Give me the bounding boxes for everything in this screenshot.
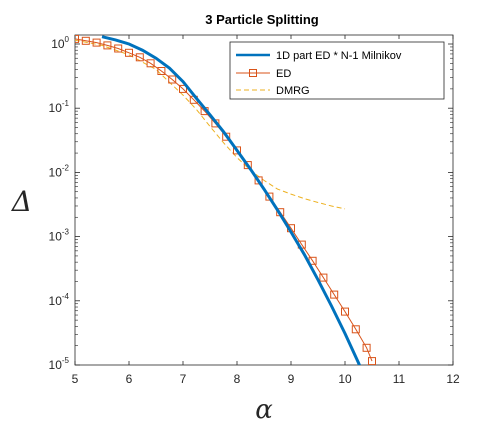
ed-point [368, 357, 376, 365]
ed-point [330, 290, 339, 299]
y-tick-label: 100 [51, 35, 69, 51]
y-axis-label: Δ [11, 185, 32, 218]
x-tick-label: 9 [288, 372, 295, 386]
ed-point [243, 161, 252, 170]
x-tick-label: 6 [126, 372, 133, 386]
ed-point [179, 84, 187, 93]
x-tick-label: 8 [234, 372, 241, 386]
y-tick-label: 10-2 [49, 163, 70, 179]
legend-marker-ed [249, 69, 257, 77]
y-tick-label: 10-4 [49, 292, 70, 308]
series-layer [75, 35, 376, 365]
legend-box [229, 41, 445, 100]
y-axis: 100 10-1 10-2 10-3 10-4 10-5 [49, 35, 453, 372]
ed-point [254, 176, 263, 185]
legend-label-milnikov: 1D part ED * N-1 Milnikov [276, 50, 402, 62]
ed-point [341, 307, 349, 316]
y-tick-label: 10-5 [49, 356, 70, 372]
legend-label-dmrg: DMRG [276, 85, 310, 97]
ed-point [362, 343, 371, 352]
x-tick-label: 11 [393, 372, 406, 386]
legend-label-ed: ED [276, 68, 291, 80]
y-tick-label: 10-3 [49, 228, 70, 244]
ed-point [125, 48, 133, 57]
ed-point [351, 325, 360, 334]
ed-point [103, 41, 112, 50]
ed-point [81, 36, 90, 45]
ed-point [146, 59, 155, 68]
ed-point [114, 44, 123, 53]
ed-point [135, 53, 144, 62]
series-line-0 [101, 35, 362, 365]
x-tick-label: 12 [446, 372, 460, 386]
y-tick-label: 10-1 [49, 99, 70, 115]
x-tick-label: 7 [180, 372, 187, 386]
ed-point [319, 273, 328, 282]
legend: 1D part ED * N-1 Milnikov ED DMRG [229, 41, 445, 100]
x-axis-label: α [255, 395, 273, 425]
x-axis: 5 6 7 8 9 10 11 12 [72, 35, 460, 386]
ed-point [168, 75, 177, 84]
x-tick-label: 10 [338, 372, 352, 386]
x-tick-label: 5 [72, 372, 79, 386]
ed-point [233, 146, 241, 155]
ed-point [75, 35, 79, 43]
ed-point [157, 67, 166, 75]
ed-point [92, 38, 101, 47]
chart-title: 3 Particle Splitting [205, 12, 318, 27]
